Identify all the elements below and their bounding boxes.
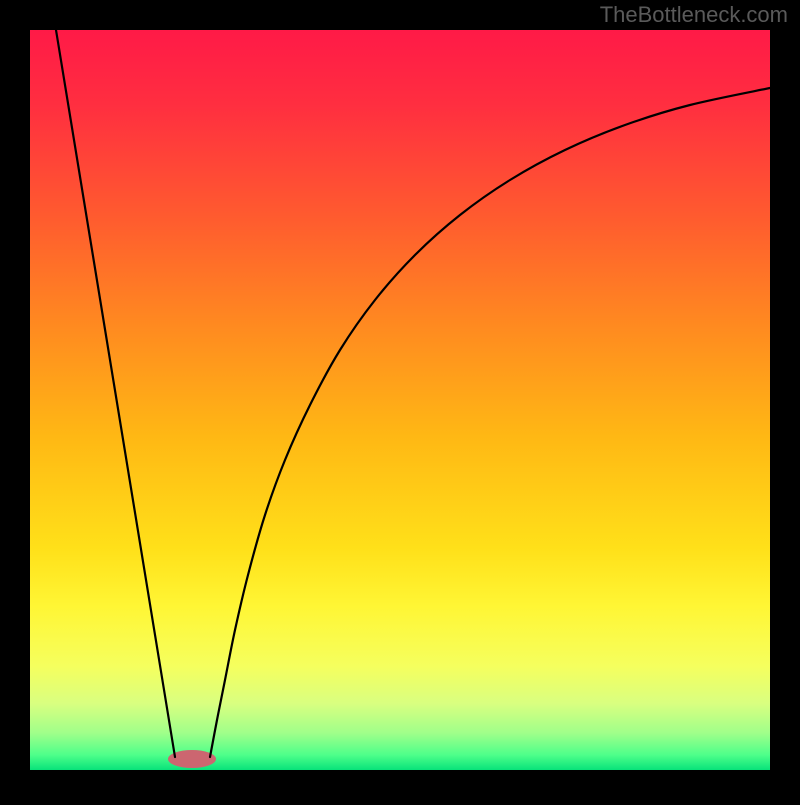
watermark-text: TheBottleneck.com [600,2,788,28]
plot-background [30,30,770,770]
chart-container: { "watermark": "TheBottleneck.com", "cha… [0,0,800,800]
bottleneck-chart [0,0,800,800]
